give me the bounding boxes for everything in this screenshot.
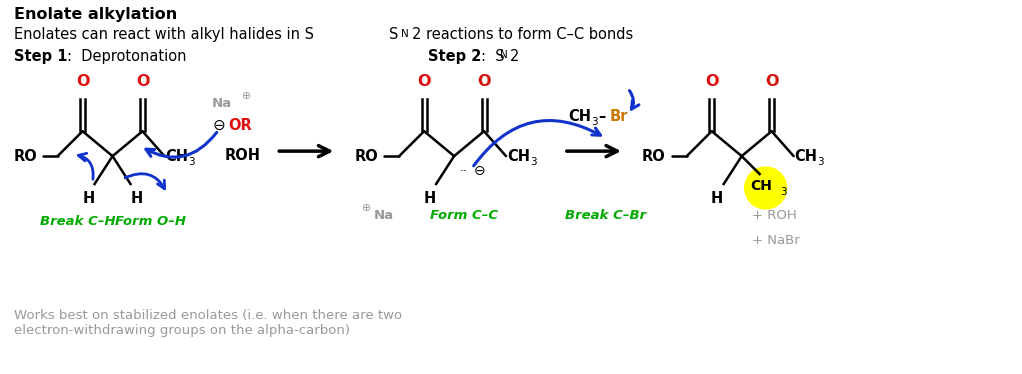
Text: 3: 3 — [781, 187, 787, 197]
Text: RO: RO — [355, 148, 378, 163]
Text: CH: CH — [166, 148, 188, 163]
Text: ⊖: ⊖ — [474, 164, 485, 178]
Text: :  Deprotonation: : Deprotonation — [66, 49, 186, 64]
Text: ⊖: ⊖ — [213, 118, 225, 133]
FancyArrowPatch shape — [630, 91, 639, 109]
Text: Works best on stabilized enolates (i.e. when there are two
electron-withdrawing : Works best on stabilized enolates (i.e. … — [13, 310, 402, 337]
Text: 3: 3 — [591, 117, 598, 127]
Text: 2 reactions to form C–C bonds: 2 reactions to form C–C bonds — [412, 27, 634, 42]
Text: 3: 3 — [530, 157, 537, 167]
Text: CH: CH — [751, 179, 773, 193]
Text: CH: CH — [507, 148, 530, 163]
Text: O: O — [764, 74, 779, 89]
Text: 3: 3 — [188, 157, 195, 167]
Text: CH: CH — [795, 148, 818, 163]
Text: O: O — [76, 74, 89, 89]
Text: ⊕: ⊕ — [362, 203, 372, 213]
Text: H: H — [131, 191, 143, 206]
Text: H: H — [710, 191, 723, 206]
Text: 2: 2 — [510, 49, 519, 64]
Text: O: O — [477, 74, 491, 89]
Text: CH: CH — [568, 109, 591, 124]
FancyArrowPatch shape — [146, 132, 217, 157]
Text: S: S — [389, 27, 399, 42]
Text: 3: 3 — [818, 157, 824, 167]
Text: OR: OR — [228, 118, 252, 133]
Text: O: O — [705, 74, 718, 89]
FancyArrowPatch shape — [125, 174, 165, 189]
Text: Na: Na — [374, 209, 394, 223]
Text: Br: Br — [610, 109, 629, 124]
Text: :  S: : S — [481, 49, 505, 64]
Text: ⊕: ⊕ — [242, 91, 251, 101]
Text: + ROH: + ROH — [751, 209, 796, 223]
Text: Form C–C: Form C–C — [430, 209, 498, 223]
Text: H: H — [424, 191, 436, 206]
Text: N: N — [500, 50, 508, 61]
Text: Step 1: Step 1 — [13, 49, 67, 64]
Text: Enolate alkylation: Enolate alkylation — [13, 7, 177, 22]
Text: Na: Na — [212, 97, 232, 110]
Text: Form O–H: Form O–H — [115, 215, 186, 229]
Text: –: – — [598, 109, 605, 124]
FancyArrowPatch shape — [79, 153, 93, 179]
Text: RO: RO — [642, 148, 665, 163]
Text: RO: RO — [13, 148, 38, 163]
Text: Break C–H: Break C–H — [40, 215, 115, 229]
Text: Step 2: Step 2 — [428, 49, 481, 64]
Circle shape — [745, 167, 787, 209]
Text: ··: ·· — [460, 165, 468, 178]
Text: ROH: ROH — [225, 148, 261, 163]
Text: O: O — [136, 74, 149, 89]
Text: Enolates can react with alkyl halides in S: Enolates can react with alkyl halides in… — [13, 27, 314, 42]
FancyArrowPatch shape — [473, 120, 601, 166]
Text: + NaBr: + NaBr — [751, 234, 799, 247]
Text: N: N — [402, 28, 409, 39]
Text: Break C–Br: Break C–Br — [565, 209, 647, 223]
Text: O: O — [417, 74, 431, 89]
Text: H: H — [83, 191, 95, 206]
